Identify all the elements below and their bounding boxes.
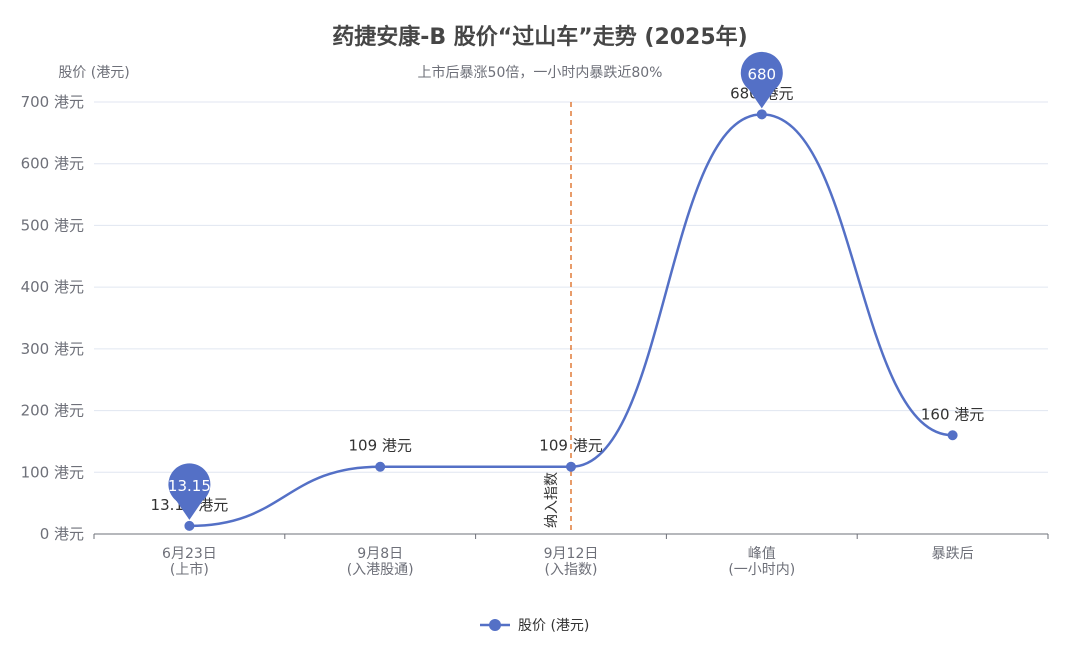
x-axis-ticks: 6月23日(上市) 9月8日(入港股通) 9月12日(入指数) 峰值(一小时内) 暴跌后 [162,546,974,578]
mark-point-pin[interactable] [168,463,211,520]
y-axis-ticks: 0 港元 100 港元 200 港元 300 港元 400 港元 500 港元 600 港元… [21,93,84,543]
mark-point-label: 13.15 [168,477,211,495]
mark-point-label: 680 [747,65,776,83]
legend-marker [489,619,501,631]
y-tick-label: 300 港元 [21,340,84,358]
y-tick-label: 500 港元 [21,216,84,234]
chart-title: 药捷安康-B 股价“过山车”走势 (2025年) [332,24,747,50]
data-point[interactable] [375,461,386,472]
x-tick-label: 9月8日(入港股通) [347,546,414,578]
x-tick-label: 9月12日(入指数) [544,546,599,578]
data-point[interactable] [756,109,767,120]
data-label: 109 港元 [539,437,602,455]
x-tick-label: 峰值(一小时内) [728,546,795,578]
y-tick-label: 400 港元 [21,278,84,296]
y-axis-title: 股价 (港元) [58,65,129,81]
y-tick-label: 200 港元 [21,402,84,420]
y-tick-label: 700 港元 [21,93,84,111]
y-tick-label: 600 港元 [21,155,84,173]
legend[interactable]: 股价 (港元) [480,618,589,634]
mark-point-pin[interactable] [740,51,783,109]
legend-label: 股价 (港元) [518,618,589,634]
data-label: 160 港元 [921,405,984,423]
data-point[interactable] [184,520,195,531]
y-tick-label: 100 港元 [21,463,84,481]
mark-line-label: 纳入指数 [544,472,560,528]
x-tick-label: 6月23日(上市) [162,546,217,578]
series-group [184,109,958,531]
x-axis [93,533,1049,539]
series-line [189,113,953,528]
y-tick-label: 0 港元 [40,525,84,543]
data-point[interactable] [566,461,576,472]
data-label: 109 港元 [348,437,411,455]
chart-subtitle: 上市后暴涨50倍，一小时内暴跌近80% [418,64,663,81]
x-tick-label: 暴跌后 [932,546,974,562]
mark-points: 13.15 680 [168,51,783,520]
data-point[interactable] [947,430,958,441]
